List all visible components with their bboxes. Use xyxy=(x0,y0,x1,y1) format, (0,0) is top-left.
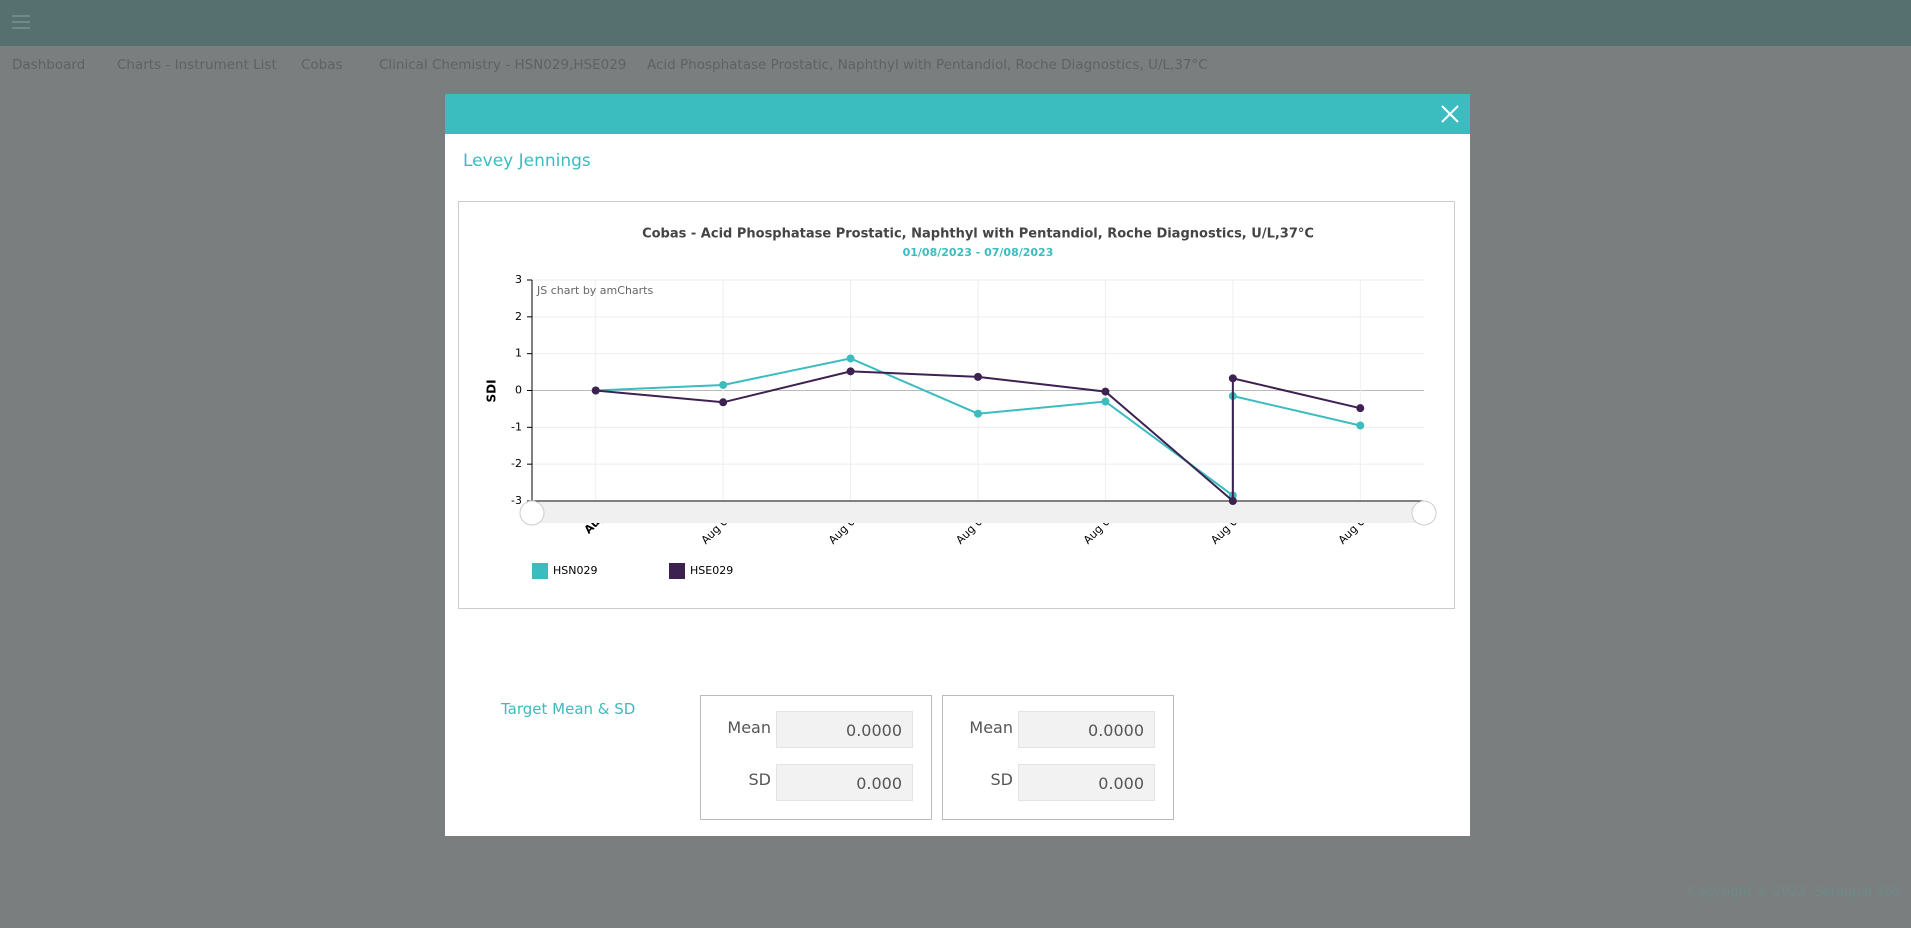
field-label: Mean xyxy=(727,718,771,737)
field-label: SD xyxy=(748,770,771,789)
sd-input[interactable]: 0.000 xyxy=(776,764,913,801)
y-tick-label: -1 xyxy=(511,420,522,433)
data-point xyxy=(591,386,600,395)
y-tick-label: -2 xyxy=(511,457,522,470)
close-button[interactable] xyxy=(1441,105,1459,123)
scrollbar xyxy=(532,502,1424,523)
data-point xyxy=(719,380,728,389)
footer: Copyright © 2023, Seraqual 365 xyxy=(1688,885,1901,900)
target-panel: Mean 0.0000 SD 0.000 xyxy=(942,695,1174,820)
legend-swatch xyxy=(669,563,685,579)
data-point xyxy=(1101,387,1110,396)
data-point xyxy=(719,398,728,407)
data-point xyxy=(974,372,982,381)
data-point xyxy=(974,409,982,418)
y-axis-label: SDI xyxy=(485,379,499,402)
y-tick-label: 3 xyxy=(515,273,522,286)
series-line xyxy=(595,370,1361,504)
legend-label: HSE029 xyxy=(690,564,733,577)
menu-icon[interactable] xyxy=(12,13,32,31)
sd-input[interactable]: 0.000 xyxy=(1018,764,1155,801)
breadcrumb[interactable]: Acid Phosphatase Prostatic, Naphthyl wit… xyxy=(647,57,1208,73)
field-label: Mean xyxy=(969,718,1013,737)
mean-input[interactable]: 0.0000 xyxy=(776,711,913,748)
mean-input[interactable]: 0.0000 xyxy=(1018,711,1155,748)
y-tick-label: -3 xyxy=(511,494,522,507)
scrollbar-grip[interactable] xyxy=(519,500,545,526)
field-label: SD xyxy=(990,770,1013,789)
top-bar xyxy=(0,0,1911,46)
target-panel: Mean 0.0000 SD 0.000 xyxy=(700,695,932,820)
breadcrumb[interactable]: Dashboard xyxy=(12,57,86,73)
breadcrumb[interactable]: Clinical Chemistry - HSN029,HSE029 xyxy=(379,57,627,73)
section-title: Target Mean & SD xyxy=(501,700,636,718)
y-tick-label: 1 xyxy=(515,347,522,360)
legend-label: HSN029 xyxy=(553,564,597,577)
scrollbar-grip[interactable] xyxy=(1411,500,1437,526)
modal-header xyxy=(445,94,1470,134)
data-point xyxy=(1356,404,1365,413)
data-point xyxy=(1228,374,1237,383)
data-point xyxy=(846,367,855,376)
watermark: JS chart by amCharts xyxy=(536,284,653,297)
breadcrumb[interactable]: Charts - Instrument List xyxy=(117,57,277,73)
chart: Cobas - Acid Phosphatase Prostatic, Naph… xyxy=(485,227,1437,579)
modal: Levey Jennings Cobas - Acid Phosphatase … xyxy=(445,94,1470,836)
chart-container: Cobas - Acid Phosphatase Prostatic, Naph… xyxy=(458,201,1455,609)
chart-title: Cobas - Acid Phosphatase Prostatic, Naph… xyxy=(642,227,1314,242)
data-point xyxy=(1356,421,1365,430)
y-tick-label: 2 xyxy=(515,310,522,323)
modal-title: Levey Jennings xyxy=(463,151,591,171)
breadcrumb[interactable]: Cobas xyxy=(301,57,343,73)
y-tick-label: 0 xyxy=(515,384,522,397)
chart-subtitle: 01/08/2023 - 07/08/2023 xyxy=(903,246,1054,259)
data-point xyxy=(1101,397,1110,406)
legend-swatch xyxy=(532,563,548,579)
data-point xyxy=(846,354,855,363)
data-point xyxy=(1228,497,1237,505)
